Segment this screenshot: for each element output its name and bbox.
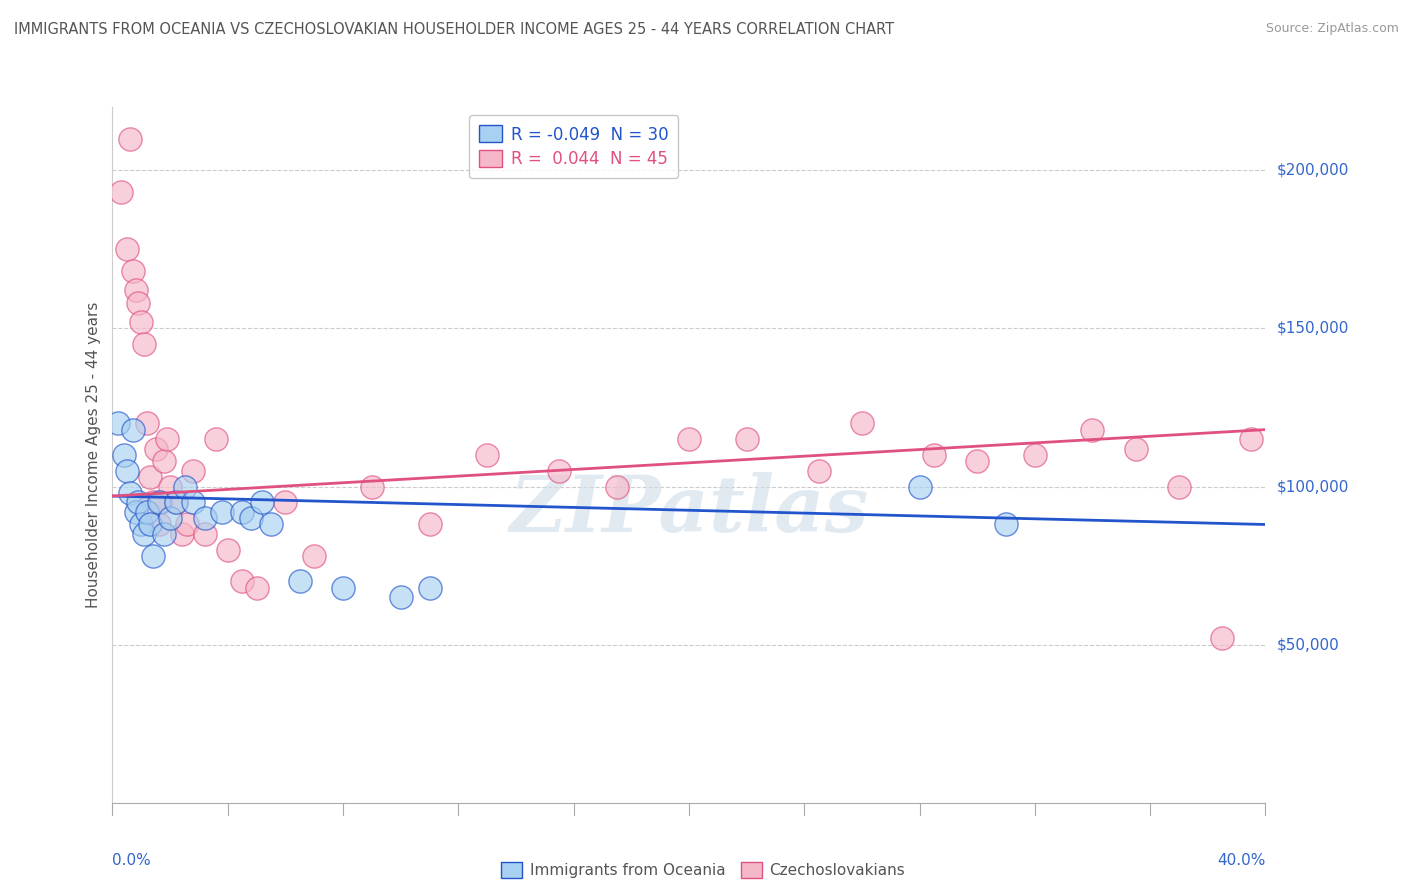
Point — [807, 464, 830, 478]
Text: IMMIGRANTS FROM OCEANIA VS CZECHOSLOVAKIAN HOUSEHOLDER INCOME AGES 25 - 44 YEARS: IMMIGRANTS FROM OCEANIA VS CZECHOSLOVAKI… — [14, 22, 894, 37]
Point — [150, 495, 173, 509]
Point — [110, 186, 132, 200]
Point — [176, 517, 198, 532]
Point — [245, 581, 267, 595]
Point — [304, 549, 326, 563]
Point — [231, 574, 253, 589]
Point — [205, 432, 228, 446]
Text: $150,000: $150,000 — [1277, 321, 1348, 336]
Point — [118, 131, 141, 145]
Point — [118, 486, 141, 500]
Point — [142, 549, 165, 563]
Legend: R = -0.049  N = 30, R =  0.044  N = 45: R = -0.049 N = 30, R = 0.044 N = 45 — [470, 115, 678, 178]
Point — [127, 296, 149, 310]
Point — [136, 505, 159, 519]
Point — [360, 479, 382, 493]
Text: $50,000: $50,000 — [1277, 637, 1340, 652]
Point — [136, 417, 159, 431]
Point — [181, 464, 204, 478]
Point — [1211, 632, 1233, 646]
Text: ZIPatlas: ZIPatlas — [509, 473, 869, 549]
Point — [1081, 423, 1104, 437]
Point — [1125, 442, 1147, 456]
Point — [260, 517, 283, 532]
Point — [419, 581, 441, 595]
Text: 0.0%: 0.0% — [112, 854, 152, 869]
Point — [121, 423, 143, 437]
Point — [145, 442, 167, 456]
Point — [181, 495, 204, 509]
Point — [156, 432, 179, 446]
Point — [107, 417, 129, 431]
Point — [159, 479, 181, 493]
Point — [995, 517, 1018, 532]
Point — [129, 315, 153, 329]
Point — [173, 479, 195, 493]
Point — [735, 432, 758, 446]
Point — [165, 495, 187, 509]
Point — [419, 517, 441, 532]
Point — [124, 284, 146, 298]
Point — [112, 448, 135, 462]
Point — [134, 337, 156, 351]
Point — [908, 479, 931, 493]
Point — [966, 454, 988, 468]
Point — [1167, 479, 1189, 493]
Point — [194, 527, 217, 541]
Point — [153, 454, 176, 468]
Point — [231, 505, 253, 519]
Point — [1024, 448, 1046, 462]
Point — [139, 517, 162, 532]
Point — [170, 527, 193, 541]
Point — [165, 495, 187, 509]
Point — [127, 495, 149, 509]
Y-axis label: Householder Income Ages 25 - 44 years: Householder Income Ages 25 - 44 years — [86, 301, 101, 608]
Point — [217, 542, 239, 557]
Point — [332, 581, 354, 595]
Point — [922, 448, 945, 462]
Point — [115, 243, 138, 257]
Point — [121, 264, 143, 278]
Point — [606, 479, 628, 493]
Point — [211, 505, 233, 519]
Text: $100,000: $100,000 — [1277, 479, 1348, 494]
Point — [153, 527, 176, 541]
Point — [389, 591, 412, 605]
Point — [194, 511, 217, 525]
Point — [274, 495, 297, 509]
Point — [134, 527, 156, 541]
Text: Source: ZipAtlas.com: Source: ZipAtlas.com — [1265, 22, 1399, 36]
Text: $200,000: $200,000 — [1277, 163, 1348, 178]
Point — [1240, 432, 1263, 446]
Point — [124, 505, 146, 519]
Text: 40.0%: 40.0% — [1218, 854, 1265, 869]
Point — [139, 470, 162, 484]
Point — [142, 495, 165, 509]
Point — [548, 464, 571, 478]
Point — [115, 464, 138, 478]
Point — [148, 495, 170, 509]
Point — [159, 511, 181, 525]
Point — [252, 495, 274, 509]
Legend: Immigrants from Oceania, Czechoslovakians: Immigrants from Oceania, Czechoslovakian… — [495, 856, 911, 884]
Point — [239, 511, 262, 525]
Point — [678, 432, 700, 446]
Point — [129, 517, 153, 532]
Point — [851, 417, 873, 431]
Point — [288, 574, 311, 589]
Point — [148, 517, 170, 532]
Point — [475, 448, 498, 462]
